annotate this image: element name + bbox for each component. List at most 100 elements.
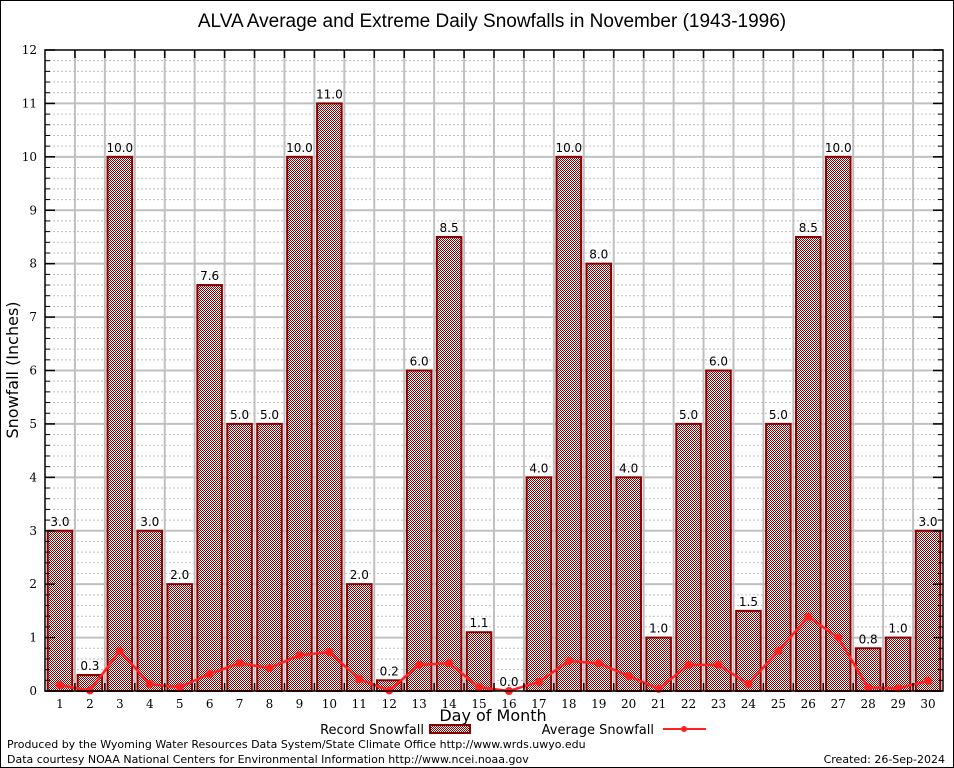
x-tick-label: 6 <box>206 697 214 711</box>
bar-label-day-10: 11.0 <box>316 87 343 101</box>
average-point-day-27 <box>834 633 843 642</box>
average-point-day-30 <box>924 676 933 685</box>
x-tick-label: 9 <box>296 697 304 711</box>
x-tick-label: 18 <box>561 697 576 711</box>
legend-label-record-snowfall: Record Snowfall <box>320 723 424 738</box>
x-tick-label: 19 <box>591 697 606 711</box>
y-tick-label: 7 <box>29 310 37 324</box>
x-tick-label: 10 <box>322 697 337 711</box>
bar-day-30 <box>914 529 942 692</box>
bar-day-14 <box>435 235 463 692</box>
footer-credit-line: Produced by the Wyoming Water Resources … <box>7 738 586 751</box>
bar-label-day-30: 3.0 <box>918 515 937 529</box>
average-point-day-8 <box>265 664 274 673</box>
bar-day-11 <box>346 583 373 693</box>
bar-day-19 <box>585 262 613 692</box>
y-tick-label: 5 <box>29 417 37 431</box>
bar-label-day-14: 8.5 <box>440 221 459 235</box>
bar-label-day-5: 2.0 <box>170 568 189 582</box>
bar-day-23 <box>705 369 732 692</box>
x-tick-label: 26 <box>801 697 816 711</box>
bar-label-day-1: 3.0 <box>50 515 69 529</box>
average-point-day-28 <box>864 683 873 692</box>
y-tick-label: 8 <box>29 257 37 271</box>
average-point-day-15 <box>475 683 484 692</box>
average-point-day-4 <box>145 680 154 689</box>
bar-day-5 <box>166 583 193 693</box>
bar-label-day-26: 8.5 <box>799 221 818 235</box>
bar-label-day-11: 2.0 <box>350 568 369 582</box>
bar-day-8 <box>256 422 283 692</box>
bar-label-day-7: 5.0 <box>230 408 249 422</box>
bar-series-record-snowfall <box>46 102 942 693</box>
bar-day-13 <box>405 369 433 692</box>
bar-label-day-19: 8.0 <box>589 248 608 262</box>
y-tick-label: 10 <box>22 150 37 164</box>
average-point-day-23 <box>714 660 723 669</box>
average-point-day-24 <box>744 680 753 689</box>
bar-label-day-15: 1.1 <box>469 616 488 630</box>
average-point-day-20 <box>624 672 633 681</box>
bar-label-day-28: 0.8 <box>859 632 878 646</box>
average-point-day-14 <box>445 659 454 668</box>
bar-day-25 <box>765 422 792 692</box>
average-point-day-11 <box>355 675 364 684</box>
bar-day-22 <box>675 422 702 692</box>
bar-label-day-29: 1.0 <box>889 622 908 636</box>
y-axis-label: Snowfall (Inches) <box>3 301 22 438</box>
average-point-day-7 <box>235 659 244 668</box>
bar-day-18 <box>555 155 583 693</box>
x-tick-label: 17 <box>531 697 546 711</box>
bar-label-day-12: 0.2 <box>380 664 399 678</box>
x-tick-label: 16 <box>501 697 516 711</box>
average-point-day-3 <box>115 646 124 655</box>
major-gridlines <box>45 50 943 691</box>
axes <box>44 49 944 692</box>
x-axis-label: Day of Month <box>439 706 546 725</box>
average-point-day-13 <box>415 660 424 669</box>
bar-day-20 <box>615 476 642 693</box>
y-tick-label: 12 <box>22 43 37 57</box>
y-tick-label: 3 <box>29 524 37 538</box>
x-tick-labels: 1 2 3 4 5 6 7 8 9 10 11 12 13 14 15 16 17 18 19 20 21 22 23 24 2… <box>56 697 936 711</box>
y-tick-label: 6 <box>29 364 37 378</box>
bar-label-day-2: 0.3 <box>80 659 99 673</box>
x-tick-label: 21 <box>651 697 666 711</box>
x-tick-label: 3 <box>116 697 124 711</box>
average-point-day-22 <box>684 660 693 669</box>
x-tick-label: 1 <box>56 697 64 711</box>
bar-day-9 <box>286 155 313 693</box>
bar-label-day-18: 10.0 <box>555 141 582 155</box>
x-tick-label: 23 <box>711 697 726 711</box>
x-tick-label: 29 <box>890 697 905 711</box>
plot-border <box>44 49 944 692</box>
bar-day-4 <box>136 529 164 692</box>
x-tick-label: 22 <box>681 697 696 711</box>
x-tick-label: 13 <box>412 697 427 711</box>
average-point-day-19 <box>594 659 603 668</box>
bar-day-7 <box>226 422 253 692</box>
average-point-day-17 <box>534 677 543 686</box>
x-tick-label: 28 <box>861 697 876 711</box>
x-tick-label: 25 <box>771 697 786 711</box>
x-tick-label: 5 <box>176 697 184 711</box>
average-point-day-18 <box>564 657 573 666</box>
bar-data-labels: 3.0 0.3 10.0 3.0 2.0 7.6 5.0 5.0 10.0 11.0 2.0 0.2 6… <box>50 87 937 689</box>
bar-label-day-13: 6.0 <box>410 355 429 369</box>
average-point-day-5 <box>175 683 184 692</box>
average-point-day-6 <box>205 669 214 678</box>
x-tick-label: 20 <box>621 697 636 711</box>
bar-label-day-25: 5.0 <box>769 408 788 422</box>
y-tick-label: 9 <box>29 203 37 217</box>
bar-label-day-20: 4.0 <box>619 461 638 475</box>
footer-data-source-line: Data courtesy NOAA National Centers for … <box>7 753 529 766</box>
y-tick-label: 4 <box>29 470 37 484</box>
bar-label-day-23: 6.0 <box>709 355 728 369</box>
legend: Record Snowfall Average Snowfall <box>320 723 706 738</box>
legend-marker-average-snowfall <box>681 726 687 732</box>
x-tick-label: 15 <box>471 697 486 711</box>
average-point-day-10 <box>325 648 334 657</box>
y-tick-label: 2 <box>29 577 37 591</box>
